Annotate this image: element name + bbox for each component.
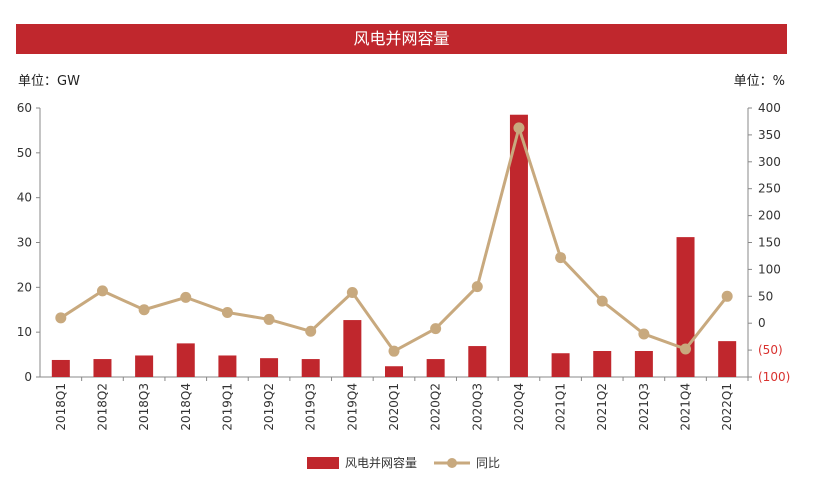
bar: [551, 353, 570, 377]
yoy-point: [305, 325, 317, 337]
right-tick-label: 350: [758, 128, 781, 142]
yoy-point: [430, 323, 442, 335]
yoy-point: [555, 252, 567, 264]
yoy-point: [513, 122, 525, 134]
yoy-point: [96, 285, 108, 297]
right-tick-label: 200: [758, 209, 781, 223]
left-tick-label: 30: [17, 236, 32, 250]
x-tick-label: 2019Q4: [345, 383, 359, 431]
x-tick-label: 2021Q4: [679, 383, 693, 431]
legend-line-marker: [447, 458, 457, 468]
bar: [385, 366, 403, 377]
bar: [301, 359, 320, 377]
right-tick-label: 0: [758, 316, 766, 330]
x-tick-label: 2018Q3: [137, 383, 151, 431]
yoy-line: [60, 126, 729, 353]
legend: 风电并网容量 同比: [307, 455, 500, 470]
legend-bar-label: 风电并网容量: [345, 455, 417, 470]
bar: [176, 343, 195, 377]
left-tick-label: 40: [17, 191, 32, 205]
bar: [93, 359, 112, 377]
x-tick-label: 2021Q2: [595, 383, 609, 431]
bar: [343, 320, 362, 377]
yoy-point: [263, 313, 275, 325]
right-tick-label: 50: [758, 289, 773, 303]
bar: [676, 237, 695, 377]
right-tick-label: (50): [758, 343, 783, 357]
yoy-point: [138, 304, 150, 316]
bar: [260, 358, 279, 377]
right-tick-label: 100: [758, 262, 781, 276]
x-tick-label: 2020Q3: [470, 383, 484, 431]
x-tick-label: 2020Q2: [429, 383, 443, 431]
x-tick-label: 2019Q3: [304, 383, 318, 431]
bar: [634, 350, 653, 377]
yoy-point: [638, 328, 650, 340]
x-tick-label: 2018Q1: [54, 383, 68, 431]
bar: [718, 341, 737, 377]
right-tick-label: (100): [758, 370, 790, 384]
yoy-point: [596, 295, 608, 307]
x-tick-label: 2020Q4: [512, 383, 526, 431]
x-tick-labels: 2018Q1 2018Q2 2018Q3 2018Q4 2019Q1 2019Q2 2019…: [54, 383, 734, 431]
x-tick-label: 2019Q1: [220, 383, 234, 431]
axes: 0 10 20 30 40 50 60 (100) (50) 0 50 100 150 200 250 300…: [17, 101, 791, 384]
x-tick-label: 2021Q1: [554, 383, 568, 431]
bar: [426, 359, 445, 377]
yoy-point: [471, 281, 483, 293]
right-tick-label: 300: [758, 155, 781, 169]
yoy-point: [721, 290, 733, 302]
x-tick-label: 2021Q3: [637, 383, 651, 431]
legend-line-label: 同比: [476, 456, 500, 470]
bar: [135, 355, 154, 377]
x-tick-label: 2020Q1: [387, 383, 401, 431]
yoy-point: [388, 345, 400, 357]
legend-bar-swatch: [307, 457, 339, 469]
x-tick-label: 2019Q2: [262, 383, 276, 431]
bar: [468, 346, 487, 377]
x-tick-label: 2018Q4: [179, 383, 193, 431]
left-tick-label: 60: [17, 101, 32, 115]
yoy-point: [680, 343, 692, 355]
bar-series: [51, 114, 737, 377]
bar: [593, 350, 612, 377]
yoy-point: [180, 291, 192, 303]
right-axis-unit: 单位：%: [733, 74, 785, 89]
bar: [509, 114, 528, 377]
chart-title: 风电并网容量: [16, 24, 787, 54]
line-series: [55, 122, 733, 357]
bar: [218, 355, 237, 377]
bar: [51, 359, 70, 377]
left-tick-label: 10: [17, 325, 32, 339]
yoy-point: [221, 306, 233, 318]
left-tick-label: 0: [24, 370, 32, 384]
right-tick-label: 400: [758, 101, 781, 115]
x-tick-label: 2018Q2: [95, 383, 109, 431]
left-tick-label: 50: [17, 146, 32, 160]
right-tick-label: 250: [758, 182, 781, 196]
right-tick-label: 150: [758, 236, 781, 250]
yoy-point: [55, 312, 67, 324]
x-tick-label: 2022Q1: [720, 383, 734, 431]
left-tick-label: 20: [17, 280, 32, 294]
yoy-point: [346, 287, 358, 299]
left-axis-unit: 单位：GW: [18, 74, 80, 89]
